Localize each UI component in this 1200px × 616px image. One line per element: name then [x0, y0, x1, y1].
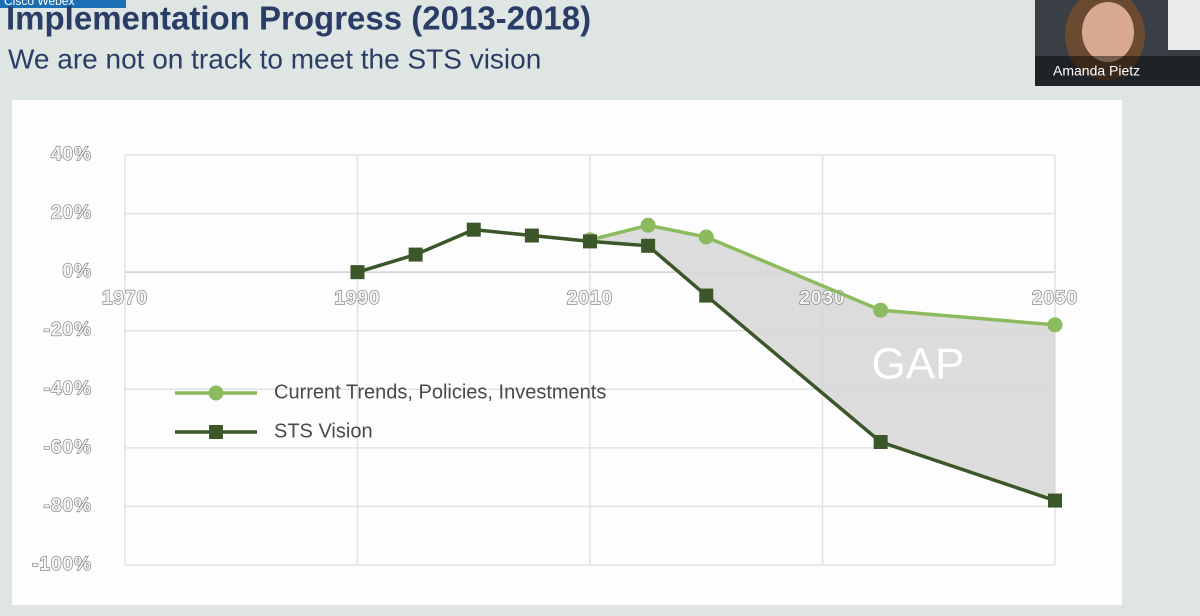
- x-tick-label: 2050: [1032, 288, 1078, 309]
- y-tick-label: -100%: [32, 554, 92, 575]
- point: [466, 222, 481, 237]
- y-tick-label: 20%: [51, 203, 92, 224]
- point: [1048, 493, 1062, 508]
- x-tick-label: 2010: [567, 288, 613, 309]
- legend-label: STS Vision: [274, 420, 373, 442]
- y-tick-label: -40%: [44, 378, 92, 399]
- y-tick-label: 40%: [51, 144, 92, 165]
- participant-name: Amanda Pietz: [1053, 63, 1140, 79]
- point: [699, 288, 714, 303]
- y-tick-label: -20%: [44, 320, 92, 341]
- x-tick-label: 1990: [334, 288, 380, 309]
- legend-marker: [209, 425, 223, 439]
- slide-title: Implementation Progress (2013-2018): [6, 0, 591, 37]
- point: [1047, 317, 1063, 333]
- point: [873, 435, 888, 449]
- point: [640, 217, 656, 233]
- y-tick-label: -80%: [44, 495, 92, 516]
- point: [873, 302, 889, 318]
- gap-annotation: GAP: [872, 340, 965, 389]
- y-tick-label: -60%: [44, 437, 92, 458]
- point: [350, 265, 365, 280]
- webex-logo: Cisco Webex: [4, 0, 74, 8]
- video-tile: Amanda Pietz: [1035, 0, 1200, 86]
- x-tick-label: 1970: [102, 288, 148, 309]
- point: [698, 229, 714, 245]
- y-tick-label: 0%: [63, 261, 92, 282]
- legend-marker: [208, 385, 224, 401]
- webex-badge: [0, 0, 126, 8]
- point: [641, 238, 656, 253]
- point: [524, 228, 539, 243]
- point: [408, 247, 423, 262]
- name-bar: [1035, 56, 1200, 86]
- point: [583, 234, 597, 249]
- video-wall: [1168, 0, 1200, 50]
- legend-label: Current Trends, Policies, Investments: [274, 381, 606, 403]
- x-tick-label: 2030: [799, 288, 845, 309]
- face: [1082, 2, 1134, 62]
- slide-subtitle: We are not on track to meet the STS visi…: [8, 43, 541, 74]
